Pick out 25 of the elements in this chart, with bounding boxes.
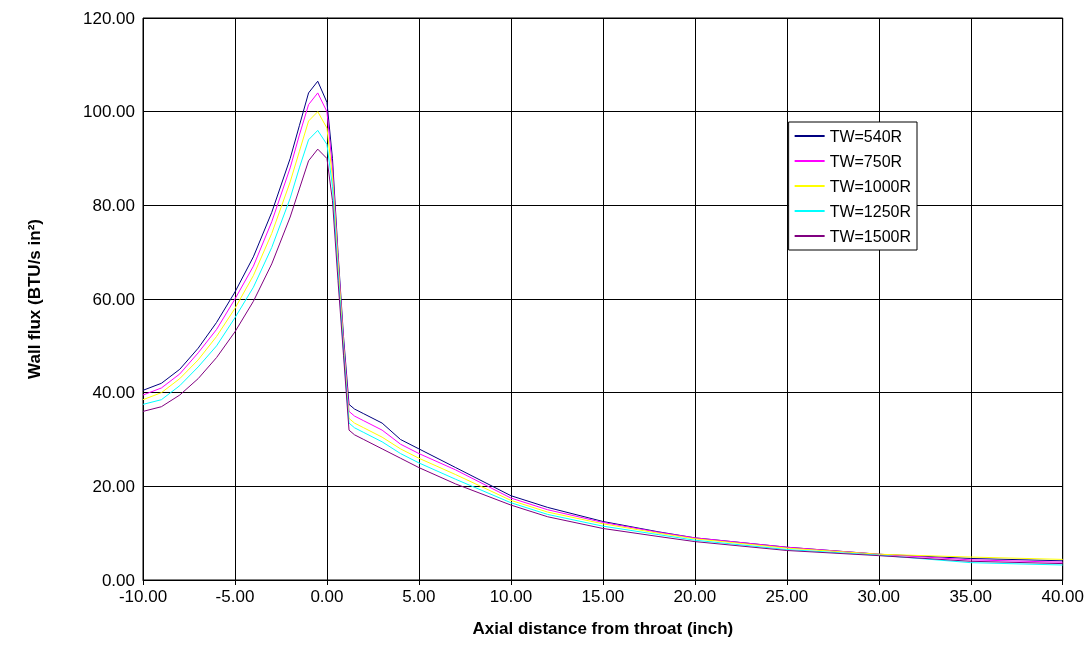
- x-tick-label: 25.00: [765, 587, 809, 606]
- x-tick-label: 30.00: [857, 587, 901, 606]
- y-tick-label: 20.00: [92, 476, 135, 496]
- x-tick-label: 35.00: [949, 587, 993, 606]
- legend-label: TW=1250R: [829, 202, 912, 220]
- legend-label: TW=1500R: [829, 227, 912, 245]
- y-tick-label: 0.00: [101, 570, 135, 590]
- y-tick-label: 100.00: [83, 102, 135, 122]
- x-tick-label: -5.00: [215, 587, 255, 606]
- legend-label: TW=540R: [829, 127, 903, 145]
- y-tick-label: 80.00: [92, 195, 135, 215]
- y-tick-label: 60.00: [92, 289, 135, 309]
- legend-label: TW=750R: [829, 152, 903, 170]
- x-tick-label: 40.00: [1041, 587, 1084, 606]
- x-tick-label: 10.00: [489, 587, 533, 606]
- x-tick-label: 15.00: [581, 587, 625, 606]
- x-axis-title: Axial distance from throat (inch): [472, 619, 734, 638]
- x-tick-label: 0.00: [310, 587, 344, 606]
- x-tick-label: 20.00: [673, 587, 717, 606]
- y-axis-title: Wall flux (BTU/s in²): [25, 219, 44, 379]
- x-tick-label: 5.00: [402, 587, 436, 606]
- y-tick-label: 120.00: [83, 8, 135, 28]
- y-tick-label: 40.00: [92, 383, 135, 403]
- legend-label: TW=1000R: [829, 177, 912, 195]
- x-tick-label: -10.00: [118, 587, 168, 606]
